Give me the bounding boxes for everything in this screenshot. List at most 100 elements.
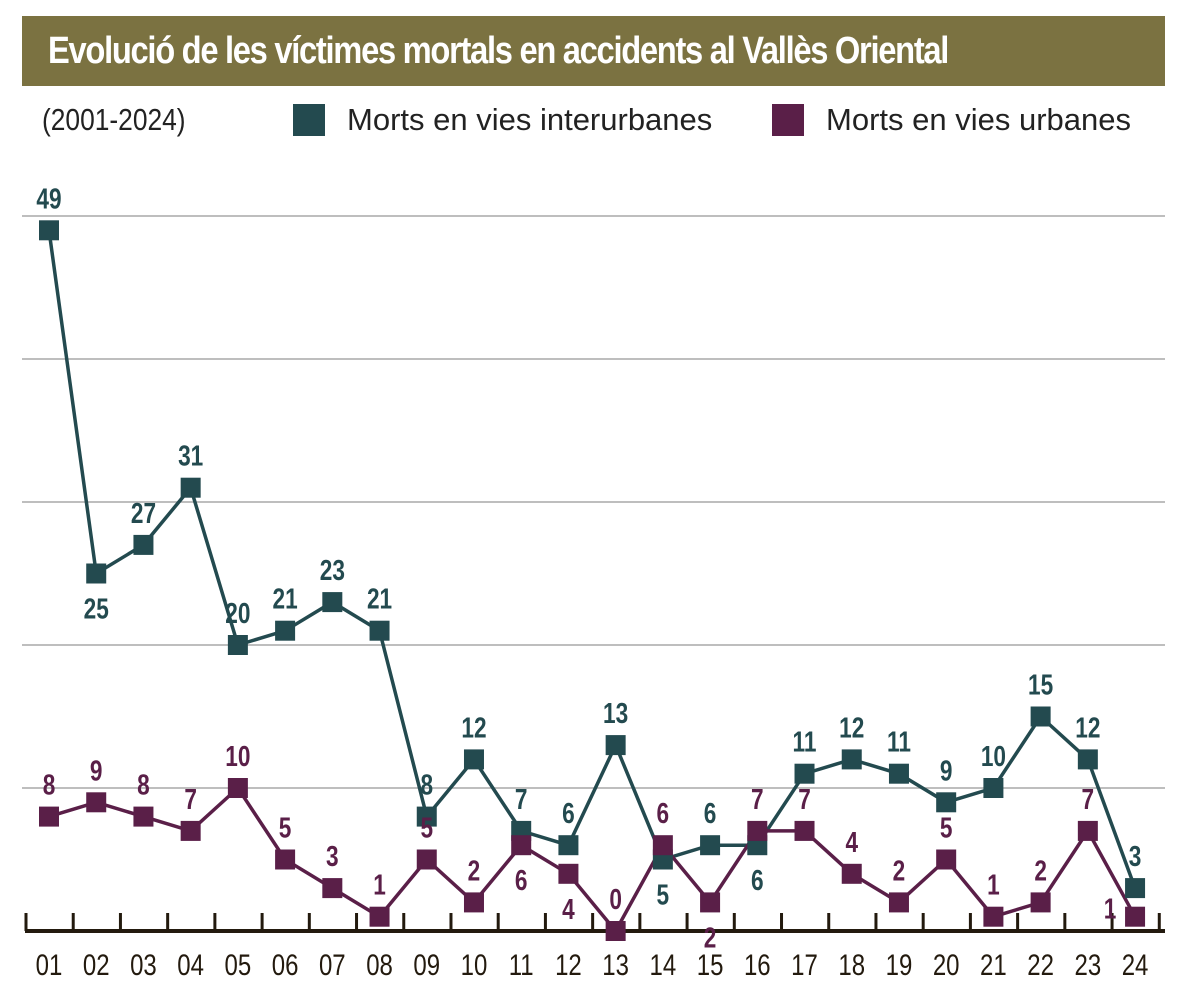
data-label: 20	[225, 596, 250, 629]
x-tick-label: 24	[1122, 947, 1149, 981]
data-point-marker	[369, 620, 390, 641]
data-point-marker	[888, 892, 909, 913]
data-label: 5	[420, 811, 433, 844]
data-label: 10	[981, 739, 1006, 772]
data-label: 5	[279, 811, 292, 844]
data-point-marker	[227, 778, 248, 798]
data-point-marker	[794, 763, 815, 784]
x-tick-label: 09	[413, 947, 440, 981]
data-point-marker	[1077, 820, 1098, 841]
x-tick-label: 02	[83, 947, 110, 981]
data-point-marker	[180, 820, 201, 841]
x-tick-label: 13	[602, 947, 629, 981]
data-label: 6	[704, 796, 717, 829]
data-label: 15	[1028, 668, 1053, 701]
data-point-marker	[700, 835, 721, 856]
data-point-marker	[841, 749, 862, 770]
x-tick-label: 18	[838, 947, 865, 981]
x-tick-label: 19	[886, 947, 913, 981]
data-label: 7	[184, 782, 197, 815]
x-tick-label: 01	[36, 947, 63, 981]
legend-item-urbanes: Morts en vies urbanes	[772, 102, 1131, 138]
data-point-marker	[700, 892, 721, 913]
data-point-marker	[275, 849, 296, 870]
data-label: 8	[137, 768, 150, 801]
data-label: 6	[515, 863, 528, 896]
data-label: 13	[603, 696, 628, 729]
data-point-marker	[936, 849, 957, 870]
legend-item-interurbanes: Morts en vies interurbanes	[293, 102, 712, 138]
data-point-marker	[983, 906, 1004, 927]
x-tick-label: 17	[791, 947, 818, 981]
data-point-marker	[605, 735, 626, 756]
data-point-marker	[1125, 906, 1146, 927]
legend-label: Morts en vies urbanes	[826, 102, 1131, 137]
x-tick-label: 23	[1074, 947, 1101, 981]
data-point-marker	[558, 863, 579, 884]
chart-subtitle: (2001-2024)	[42, 102, 186, 137]
data-label: 11	[887, 725, 911, 758]
data-label: 1	[987, 868, 1000, 901]
data-label: 27	[131, 496, 156, 529]
x-tick-label: 10	[461, 947, 488, 981]
data-label: 3	[1129, 839, 1142, 872]
data-point-marker	[416, 806, 437, 827]
series-line	[48, 785, 1137, 935]
data-label: 21	[273, 582, 298, 615]
x-tick-label: 08	[366, 947, 393, 981]
x-tick-label: 07	[319, 947, 346, 981]
data-point-marker	[275, 620, 296, 641]
data-label: 2	[468, 854, 481, 887]
data-label: 8	[43, 768, 56, 801]
data-label: 5	[657, 878, 670, 911]
data-label: 6	[751, 863, 764, 896]
data-label: 2	[704, 921, 717, 954]
data-point-marker	[322, 592, 343, 613]
data-point-marker	[794, 820, 815, 841]
data-label: 31	[178, 439, 203, 472]
data-label: 3	[326, 839, 339, 872]
x-tick-label: 11	[509, 947, 534, 981]
data-point-marker	[463, 892, 484, 913]
data-label: 1	[1104, 892, 1117, 925]
chart-title: Evolució de les víctimes mortals en acci…	[48, 30, 949, 72]
data-label: 2	[1034, 854, 1047, 887]
x-tick-label: 05	[225, 947, 252, 981]
data-label: 7	[1082, 782, 1095, 815]
legend-swatch	[293, 104, 325, 136]
data-point-marker	[416, 849, 437, 870]
data-point-marker	[1077, 749, 1098, 770]
data-label: 11	[793, 725, 817, 758]
data-label: 5	[940, 811, 953, 844]
data-point-marker	[86, 792, 107, 813]
data-point-marker	[605, 921, 626, 941]
x-tick-label: 14	[650, 947, 677, 981]
data-label: 8	[420, 768, 433, 801]
data-label: 10	[225, 739, 250, 772]
x-tick-label: 21	[980, 947, 1007, 981]
data-label: 6	[562, 796, 575, 829]
data-point-marker	[133, 534, 154, 555]
data-point-marker	[1125, 878, 1146, 899]
x-tick-label: 16	[744, 947, 771, 981]
data-label: 7	[751, 782, 764, 815]
data-point-marker	[39, 220, 59, 241]
legend-label: Morts en vies interurbanes	[347, 102, 713, 137]
data-point-marker	[983, 778, 1004, 798]
data-label: 7	[515, 782, 528, 815]
data-point-marker	[511, 835, 532, 856]
data-point-marker	[747, 820, 768, 841]
data-point-marker	[1030, 706, 1051, 727]
title-bar: Evolució de les víctimes mortals en acci…	[22, 16, 1165, 86]
data-point-marker	[1030, 892, 1051, 913]
data-label: 12	[1075, 711, 1100, 744]
data-point-marker	[369, 906, 390, 927]
data-label: 12	[839, 711, 864, 744]
data-label: 4	[845, 825, 858, 858]
data-label: 7	[798, 782, 811, 815]
data-label: 1	[373, 868, 386, 901]
data-label: 12	[461, 711, 486, 744]
data-label: 4	[562, 892, 575, 925]
data-label: 23	[320, 553, 345, 586]
